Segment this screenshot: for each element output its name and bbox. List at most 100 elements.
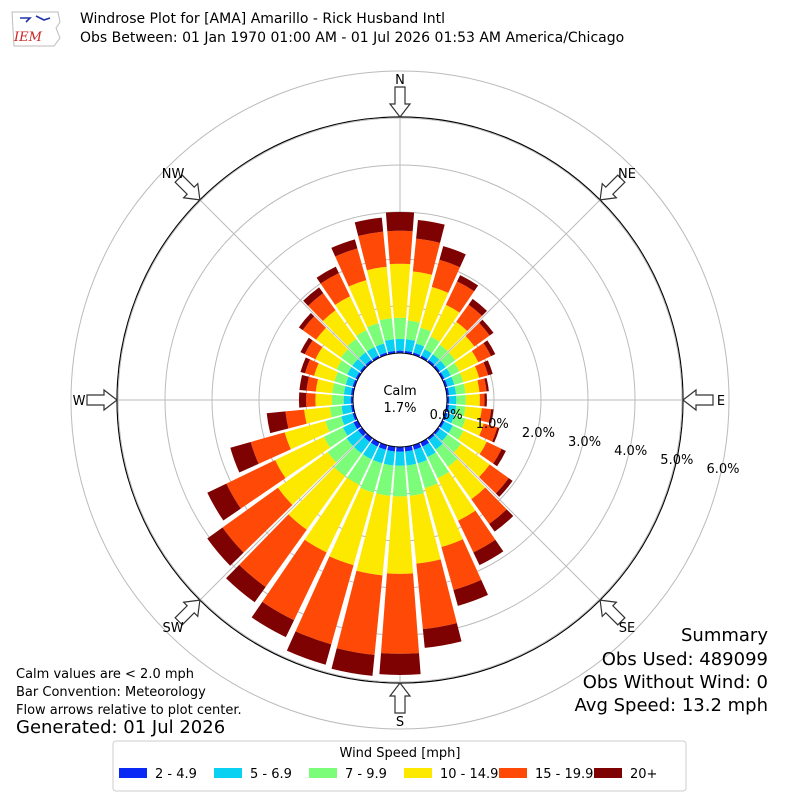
bar-segment-80-bin4 — [463, 380, 480, 394]
bar-segment-160-bin5 — [441, 539, 482, 591]
iem-logo: IEM — [11, 11, 61, 47]
compass-label-sw: SW — [162, 621, 183, 636]
bar-segment-80-bin2 — [447, 386, 457, 396]
bar-segment-180-bin2 — [395, 451, 405, 466]
bar-segment-130-bin5 — [479, 464, 509, 494]
bar-segment-100-bin4 — [463, 406, 482, 421]
bar-segment-320-bin5 — [308, 293, 336, 321]
bar-segment-20-bin6 — [439, 246, 466, 268]
bar-segment-90-bin2 — [449, 395, 457, 405]
calm-definition: Calm values are < 2.0 mph — [16, 667, 195, 682]
bar-segment-170-bin3 — [406, 463, 424, 496]
bar-segment-280-bin5 — [306, 376, 319, 392]
bar-segment-260-bin4 — [304, 407, 332, 424]
bar-segment-160-bin1 — [412, 442, 422, 450]
radial-tick-label: 6.0% — [706, 462, 739, 477]
bar-segment-220-bin3 — [334, 447, 362, 477]
bar-segment-10-bin4 — [407, 271, 432, 323]
radial-tick-label: 1.0% — [476, 417, 509, 432]
bar-segment-170-bin5 — [416, 559, 457, 630]
bar-segment-90-bin4 — [465, 394, 480, 406]
bar-segment-220-bin4 — [288, 467, 346, 530]
legend-swatch-1 — [119, 768, 147, 778]
bar-segment-330-bin2 — [366, 347, 379, 360]
bar-segment-70-bin6 — [483, 360, 493, 376]
bar-segment-110-bin3 — [451, 415, 466, 429]
bar-segment-180-bin5 — [380, 573, 420, 654]
bar-segment-100-bin3 — [454, 405, 466, 417]
summary-avg-speed: Avg Speed: 13.2 mph — [574, 695, 768, 716]
bar-segment-260-bin2 — [341, 404, 353, 415]
bar-segment-290-bin5 — [304, 359, 319, 376]
bar-segment-310-bin2 — [352, 358, 365, 372]
bar-segment-180-bin3 — [392, 465, 408, 497]
calm-value: 1.7% — [383, 401, 416, 416]
bar-segment-50-bin5 — [465, 322, 490, 347]
bar-segment-210-bin5 — [262, 539, 327, 621]
bar-segment-200-bin4 — [329, 487, 374, 566]
bar-segment-350-bin6 — [354, 217, 384, 237]
bar-segment-160-bin4 — [424, 483, 463, 548]
flow-arrow-icon — [599, 174, 626, 201]
bar-segment-230-bin3 — [327, 438, 353, 463]
bar-segment-220-bin2 — [354, 437, 370, 454]
compass-labels: N NE E SE S SW W NW — [73, 73, 726, 730]
bar-segment-330-bin6 — [316, 266, 339, 284]
bar-segment-280-bin6 — [299, 375, 309, 391]
legend-label-3: 7 - 9.9 — [345, 767, 387, 782]
bar-segment-180-bin6 — [379, 653, 421, 675]
bar-segment-220-bin5 — [239, 514, 307, 588]
bar-segment-270-bin4 — [315, 393, 333, 407]
bar-segment-80-bin1 — [445, 387, 450, 396]
legend-title: Wind Speed [mph] — [340, 746, 461, 761]
bar-segment-150-bin3 — [427, 452, 449, 479]
bar-segment-160-bin2 — [413, 447, 428, 464]
summary-obs-used: Obs Used: 489099 — [601, 649, 768, 670]
bar-segment-220-bin6 — [226, 564, 266, 603]
legend-swatch-5 — [499, 768, 527, 778]
bar-segment-80-bin3 — [454, 383, 466, 395]
bar-segment-90-bin5 — [479, 393, 485, 407]
flow-arrow-icon — [388, 86, 412, 118]
bar-segment-270-bin5 — [306, 392, 316, 408]
grid-spoke — [199, 199, 368, 368]
bar-segment-300-bin5 — [304, 340, 323, 360]
bar-segment-120-bin3 — [448, 425, 464, 440]
flow-arrow-icon — [388, 682, 412, 714]
flow-arrow-315 — [174, 174, 201, 201]
bar-segment-40-bin1 — [427, 359, 435, 367]
bar-segment-240-bin5 — [226, 460, 286, 509]
bar-segment-40-bin6 — [468, 298, 487, 316]
bar-segment-120-bin6 — [493, 448, 506, 467]
bar-segment-20-bin1 — [412, 352, 421, 358]
bar-segment-340-bin1 — [379, 352, 388, 358]
bar-segment-290-bin6 — [300, 357, 311, 374]
compass-label-n: N — [395, 73, 405, 88]
calm-label: Calm — [383, 384, 416, 399]
flow-arrow-icon — [682, 388, 714, 412]
compass-label-s: S — [396, 715, 404, 730]
legend-label-4: 10 - 14.9 — [440, 767, 498, 782]
bar-segment-60-bin2 — [440, 368, 451, 379]
bar-segment-70-bin5 — [474, 362, 489, 378]
bar-segment-300-bin6 — [300, 337, 313, 355]
bar-segment-80-bin6 — [484, 377, 489, 392]
bar-segment-340-bin5 — [335, 248, 367, 287]
bar-segment-350-bin3 — [379, 318, 394, 341]
bar-segment-310-bin4 — [316, 327, 348, 358]
bar-segment-180-bin4 — [386, 496, 414, 574]
bar-segment-110-bin1 — [442, 412, 448, 421]
bar-segment-270-bin3 — [331, 394, 344, 406]
bar-segment-320-bin6 — [303, 287, 324, 306]
bar-segment-130-bin2 — [435, 428, 448, 442]
bar-segment-150-bin4 — [437, 471, 476, 521]
bar-segment-240-bin6 — [207, 483, 241, 521]
legend: Wind Speed [mph] 2 - 4.9 5 - 6.9 7 - 9.9 10… — [112, 740, 687, 792]
bar-segment-30-bin4 — [430, 304, 460, 342]
legend-label-2: 5 - 6.9 — [250, 767, 292, 782]
bar-segment-300-bin1 — [355, 372, 362, 380]
bar-segment-60-bin6 — [483, 340, 496, 357]
bar-segment-260-bin3 — [329, 405, 344, 418]
